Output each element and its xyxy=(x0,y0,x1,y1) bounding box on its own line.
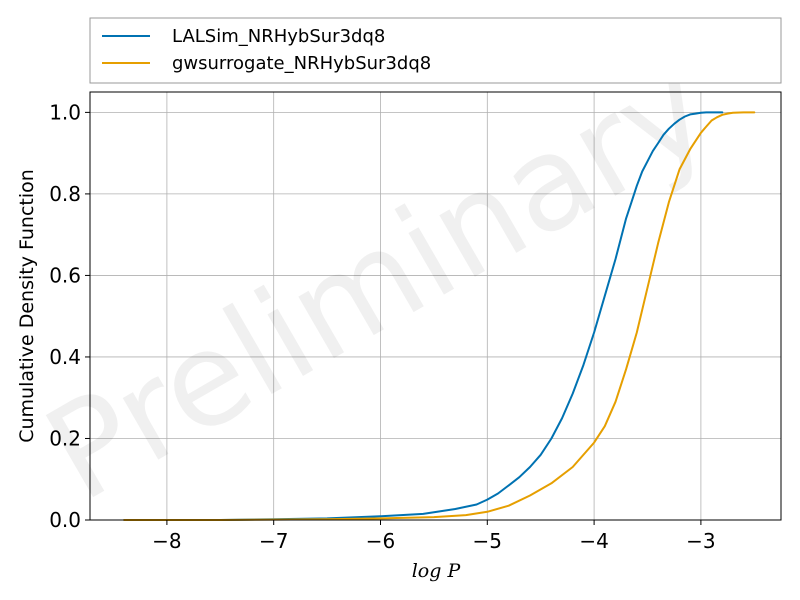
series-line-1 xyxy=(123,111,724,521)
x-axis-label: log P xyxy=(412,560,462,582)
legend: LALSim_NRHybSur3dq8 gwsurrogate_NRHybSur3… xyxy=(89,17,782,84)
x-tick-label: −3 xyxy=(686,529,715,553)
plot-area: Preliminary xyxy=(22,32,782,530)
x-ticks: −8 −7 −6 −5 −4 −3 xyxy=(152,520,716,553)
y-axis-label: Cumulative Density Function xyxy=(16,169,38,443)
legend-items: LALSim_NRHybSur3dq8 gwsurrogate_NRHybSur3… xyxy=(102,26,431,74)
y-tick-label: 0.8 xyxy=(49,182,81,206)
plot-frame xyxy=(90,92,781,520)
y-tick-label: 0.4 xyxy=(49,345,81,369)
series-line-2 xyxy=(123,111,756,521)
legend-label: gwsurrogate_NRHybSur3dq8 xyxy=(172,53,431,74)
y-tick-label: 0.6 xyxy=(49,263,81,287)
x-tick-label: −7 xyxy=(259,529,288,553)
plot-border xyxy=(89,91,782,521)
y-tick-label: 0.2 xyxy=(49,426,81,450)
legend-box xyxy=(89,17,782,84)
series-lines xyxy=(123,111,756,521)
x-tick-label: −6 xyxy=(366,529,395,553)
legend-label: LALSim_NRHybSur3dq8 xyxy=(172,26,385,47)
x-tick-label: −5 xyxy=(473,529,502,553)
y-tick-label: 0.0 xyxy=(49,508,81,532)
y-tick-label: 1.0 xyxy=(49,100,81,124)
x-tick-label: −4 xyxy=(579,529,608,553)
y-ticks: 0.0 0.2 0.4 0.6 0.8 1.0 xyxy=(49,100,90,532)
x-tick-label: −8 xyxy=(152,529,181,553)
